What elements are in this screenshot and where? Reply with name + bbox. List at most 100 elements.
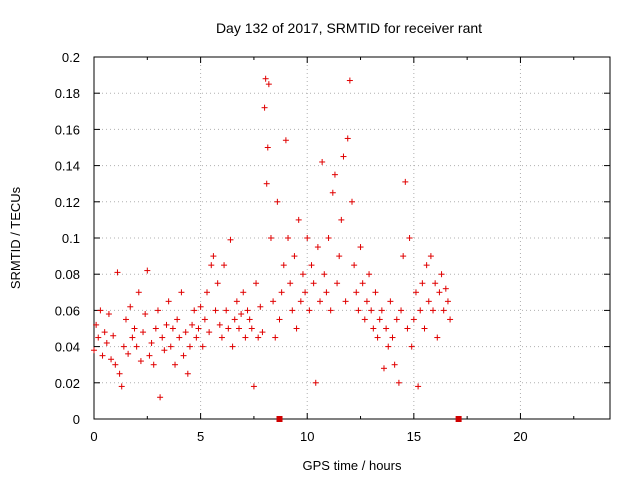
axis-marker (455, 416, 462, 422)
x-tick-label: 15 (407, 429, 421, 444)
data-point (310, 280, 317, 287)
tick-layer (93, 56, 610, 420)
data-point (349, 198, 355, 205)
data-point (351, 262, 358, 269)
data-point (214, 280, 221, 287)
data-point (276, 316, 283, 323)
data-point (120, 343, 127, 350)
data-point (223, 307, 230, 314)
data-point (180, 352, 187, 359)
data-point (438, 271, 445, 278)
data-point (398, 307, 405, 314)
data-point (331, 171, 338, 178)
data-point (178, 289, 185, 296)
data-point (385, 343, 392, 350)
data-point (148, 339, 155, 346)
data-point (327, 307, 334, 314)
data-point (272, 334, 279, 341)
data-point (216, 321, 223, 328)
data-point (210, 253, 217, 260)
axis-marker (276, 416, 283, 422)
data-point (259, 329, 266, 336)
data-point (440, 307, 447, 314)
data-point (406, 235, 413, 241)
data-point (172, 361, 179, 368)
data-point (184, 370, 191, 377)
data-point (363, 298, 370, 305)
data-point (321, 271, 328, 278)
data-point (336, 253, 343, 260)
data-point (274, 198, 281, 205)
data-point (353, 289, 360, 296)
data-point (169, 325, 176, 332)
data-point (129, 334, 136, 341)
data-point (131, 325, 138, 332)
data-point (415, 383, 422, 390)
data-point (253, 280, 260, 287)
data-point (299, 271, 306, 278)
data-point (146, 352, 153, 359)
data-point (417, 307, 424, 314)
y-tick-label: 0.06 (55, 303, 80, 318)
data-point (317, 298, 324, 305)
data-point (325, 235, 332, 241)
data-point (293, 325, 300, 332)
x-tick-label: 0 (90, 429, 97, 444)
data-point (329, 189, 336, 196)
data-point (340, 153, 347, 160)
data-point (432, 280, 439, 287)
data-point (282, 137, 289, 144)
data-point (152, 325, 159, 332)
data-point (265, 81, 272, 88)
grid-layer (94, 57, 610, 419)
data-point (110, 332, 117, 339)
data-point (261, 104, 268, 111)
data-point (108, 356, 115, 363)
data-point (105, 311, 112, 318)
data-point (304, 235, 311, 241)
y-tick-label: 0.2 (62, 50, 80, 65)
data-point (427, 253, 434, 260)
data-point (285, 235, 292, 241)
x-tick-labels: 0 5 10 15 20 (90, 429, 527, 444)
data-point (127, 303, 134, 310)
data-point (157, 394, 164, 401)
data-point (410, 316, 417, 323)
plot-frame (93, 56, 611, 420)
data-point (434, 334, 441, 341)
data-point (112, 361, 119, 368)
data-point (93, 321, 100, 328)
data-point (221, 262, 228, 269)
data-point (376, 316, 383, 323)
data-point (344, 135, 351, 142)
data-point (95, 334, 102, 341)
y-tick-label: 0.04 (55, 340, 80, 355)
y-tick-label: 0.08 (55, 267, 80, 282)
data-point (263, 180, 270, 187)
data-point (383, 325, 390, 332)
data-point (195, 325, 202, 332)
data-point (372, 289, 379, 296)
data-point (142, 311, 149, 318)
data-point (165, 298, 172, 305)
data-point (135, 289, 142, 296)
data-point (150, 361, 157, 368)
data-point (395, 379, 402, 386)
data-point (231, 316, 238, 323)
data-point (201, 316, 208, 323)
data-point (99, 352, 106, 359)
data-point (116, 370, 123, 377)
data-point (425, 298, 432, 305)
data-points (91, 75, 454, 401)
data-point (366, 271, 373, 278)
data-point (346, 77, 353, 84)
data-point (218, 334, 225, 341)
x-tick-label: 20 (513, 429, 527, 444)
data-point (229, 343, 236, 350)
data-point (389, 334, 396, 341)
chart-title: Day 132 of 2017, SRMTID for receiver ran… (216, 20, 482, 36)
data-point (225, 325, 232, 332)
data-point (370, 325, 377, 332)
data-point (408, 343, 415, 350)
data-point (338, 216, 345, 223)
